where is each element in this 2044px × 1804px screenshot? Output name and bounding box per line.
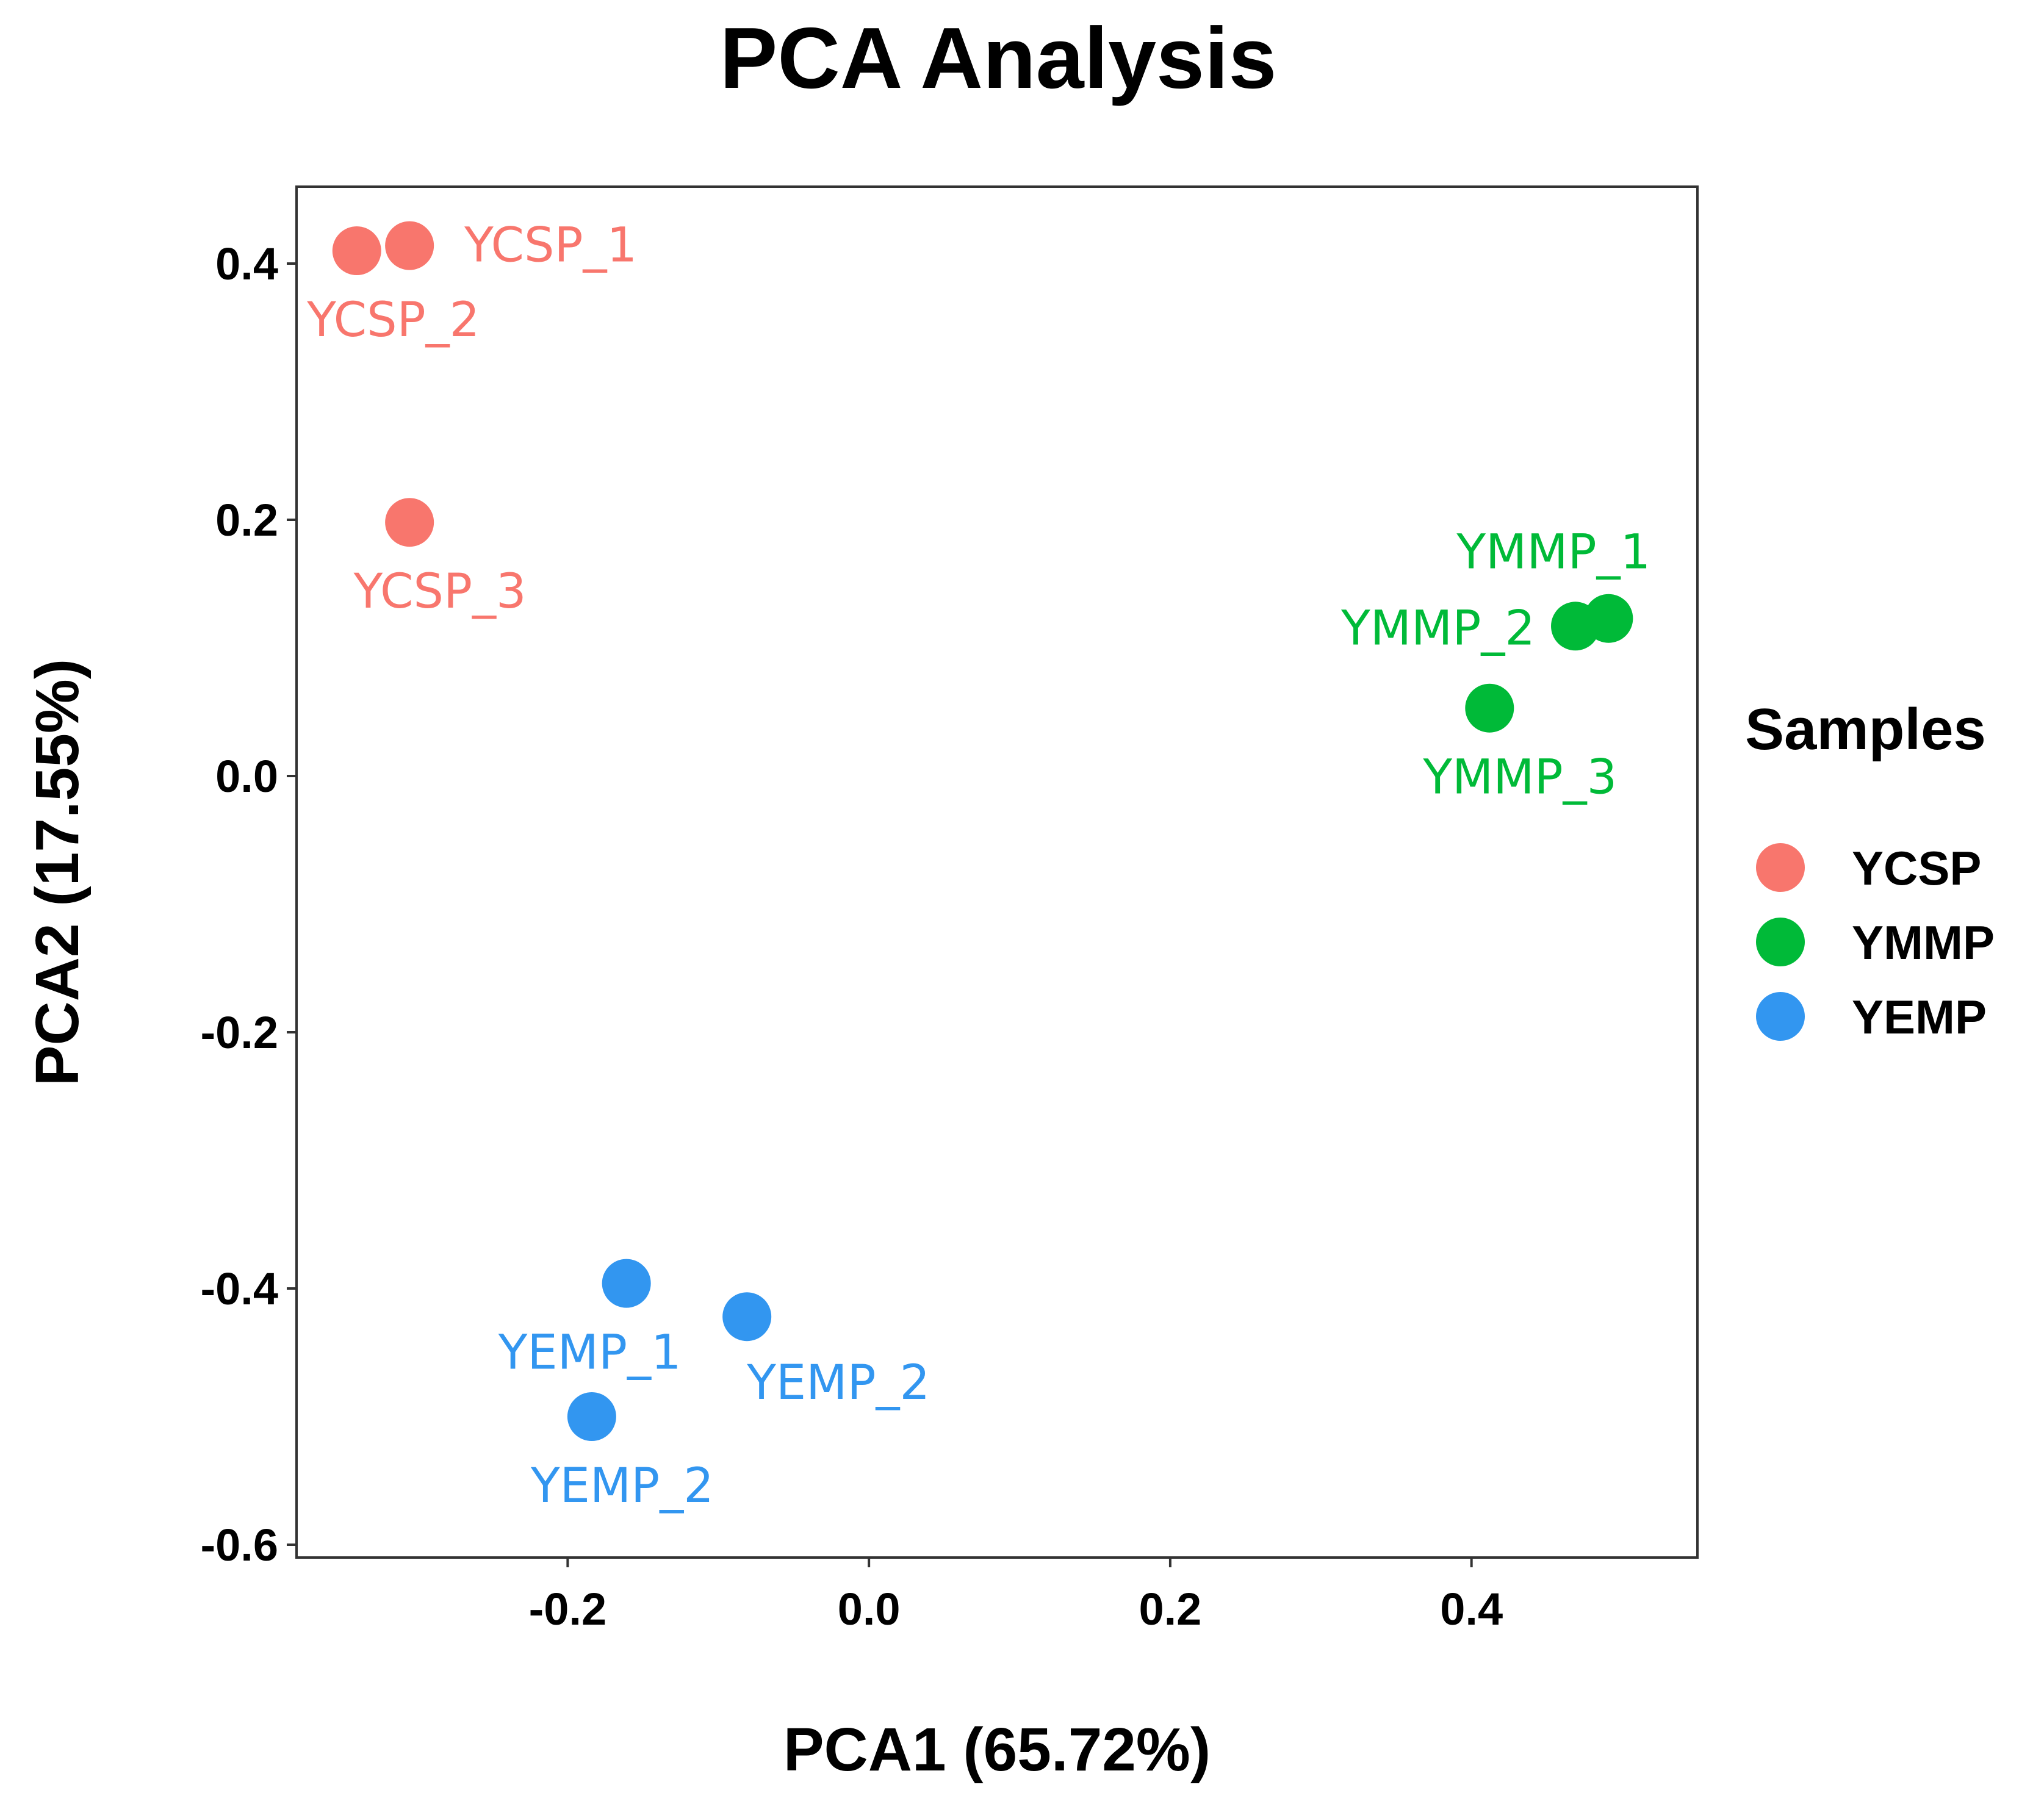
legend-title: Samples (1745, 697, 1986, 762)
legend-key-ycsp (1756, 843, 1805, 892)
y-tick-label: 0.2 (215, 495, 278, 545)
legend-label: YMMP (1852, 916, 1995, 969)
point-label: YMMP_1 (1456, 525, 1650, 580)
point-label: YEMP_2 (746, 1356, 930, 1410)
x-axis-title: PCA1 (65.72%) (783, 1716, 1211, 1784)
data-point-yemp (567, 1392, 616, 1441)
x-tick-label: 0.2 (1139, 1584, 1201, 1634)
y-tick-label: 0.0 (215, 751, 278, 802)
legend-label: YCSP (1852, 841, 1981, 895)
legend-key-ymmp (1756, 918, 1805, 966)
x-tick-label: 0.4 (1440, 1584, 1503, 1634)
data-point-yemp (722, 1292, 772, 1342)
data-point-ycsp (385, 221, 434, 270)
y-tick-label: 0.4 (215, 239, 278, 289)
point-label: YCSP_3 (353, 564, 527, 619)
point-label: YCSP_2 (306, 293, 480, 348)
legend-key-yemp (1756, 992, 1805, 1041)
data-point-ycsp (332, 226, 381, 275)
point-label: YMMP_2 (1340, 601, 1535, 656)
x-tick-label: 0.0 (838, 1584, 901, 1634)
x-tick-label: -0.2 (529, 1584, 607, 1634)
point-label: YCSP_1 (464, 218, 637, 273)
legend-items: YCSP YMMP YEMP (1756, 841, 1995, 1044)
data-point-ymmp (1551, 602, 1600, 651)
y-axis-title: PCA2 (17.55%) (23, 659, 92, 1086)
point-label: YEMP_1 (498, 1326, 682, 1381)
legend: Samples YCSP YMMP YEMP (1745, 697, 1995, 1044)
legend-label: YEMP (1852, 990, 1987, 1044)
data-point-yemp (602, 1259, 651, 1308)
chart-title: PCA Analysis (720, 10, 1277, 107)
x-axis-ticks: -0.2 0.0 0.2 0.4 (529, 1558, 1503, 1634)
y-axis-ticks: -0.6 -0.4 -0.2 0.0 0.2 0.4 (200, 239, 297, 1570)
plot-panel-border (295, 185, 1699, 1559)
point-label: YEMP_2 (530, 1459, 714, 1514)
y-tick-label: -0.6 (200, 1520, 278, 1570)
data-point-ymmp (1465, 683, 1514, 733)
point-labels: YCSP_2 YCSP_1 YCSP_3 YMMP_1 YMMP_2 YMMP_3 YEMP… (306, 218, 1650, 1514)
data-points (332, 221, 1633, 1441)
point-label: YMMP_3 (1422, 750, 1617, 805)
data-point-ycsp (385, 498, 434, 547)
y-tick-label: -0.4 (200, 1263, 278, 1314)
y-tick-label: -0.2 (200, 1007, 278, 1058)
